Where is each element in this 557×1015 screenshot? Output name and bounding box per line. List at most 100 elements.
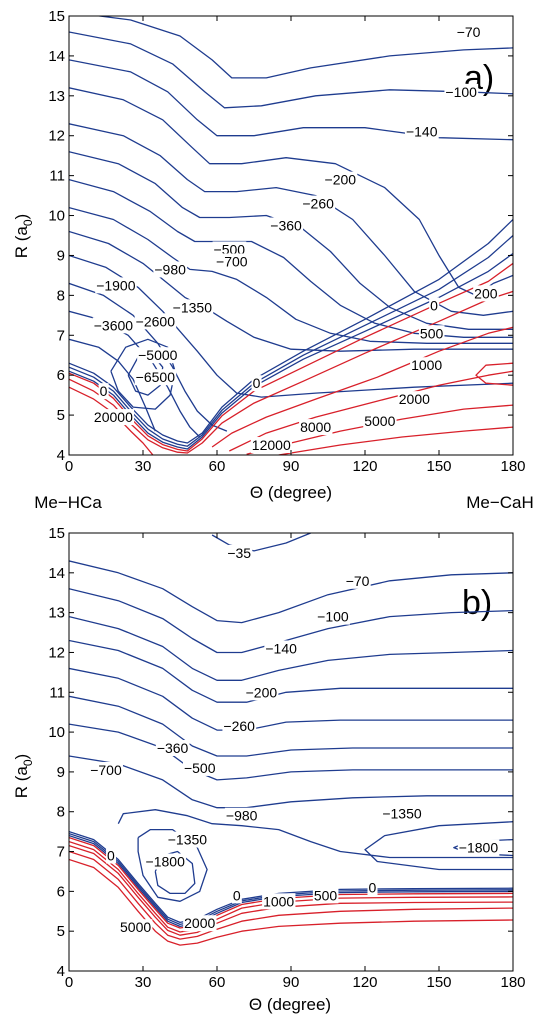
panel-b-contour-label-3: −140: [265, 640, 297, 656]
panel-a-contour-label-2: −140: [406, 124, 438, 140]
endpoint-label-right: Me−CaH: [466, 493, 534, 512]
panel-b-letter: b): [462, 584, 492, 622]
panel-a-ytick-label-6: 10: [48, 208, 65, 225]
panel-a-contour-line-2: [69, 59, 513, 141]
panel-a-contour-label-24: 8000: [300, 419, 331, 435]
panel-a-contour-line-10: [69, 282, 228, 432]
panel-a-contour-label-bg-0: [455, 23, 482, 40]
panel-a-contour-label-bg-16: [92, 409, 135, 426]
panel-b-ylabel-close: ): [12, 754, 31, 760]
panel-b-ytick-label-2: 6: [57, 883, 65, 900]
panel-b-contour-label-2: −100: [317, 609, 349, 625]
panel-a-ytick-label-8: 12: [48, 128, 65, 145]
panel-a-contour-label-22: 2000: [399, 391, 430, 407]
panel-b-ylabel-base: R (a: [12, 766, 31, 799]
panel-a-contour-label-1: −100: [445, 84, 477, 100]
panel-b-contour-label-bg-20: [119, 919, 153, 936]
panel-a-contour-label-23: 5000: [364, 413, 395, 429]
panel-a-contour-label-4: −260: [302, 196, 334, 212]
panel-a-xtick-label-2: 60: [209, 458, 226, 475]
panel-a-ylabel-base: R (a: [12, 226, 31, 259]
panel-b-contour-line-6: [69, 695, 513, 757]
panel-a-contour-label-8: −980: [154, 261, 186, 277]
endpoint-label-left: Me−HCa: [34, 493, 102, 512]
panel-a-ytick-label-11: 15: [48, 8, 65, 25]
panel-a-xtick-label-5: 150: [426, 458, 451, 475]
panel-b-contour-line-2: [69, 588, 513, 654]
panel-a-contour-label-bg-20: [418, 325, 445, 342]
panel-b-contour-label-14: 0: [107, 848, 115, 864]
panel-a-ytick-label-9: 13: [48, 88, 65, 105]
panel-b-contour-label-bg-6: [155, 740, 190, 757]
panel-a-contour-line-1: [69, 31, 513, 109]
panel-b-ytick-label-1: 5: [57, 923, 65, 940]
panel-a-contour-line-7: [69, 206, 513, 344]
panel-b-contour-label-9: −980: [226, 808, 258, 824]
panel-b-contour-label-0: −35: [227, 545, 251, 561]
panel-a-contour-label-bg-17: [251, 375, 262, 392]
panel-b-contour-label-12: −1800: [459, 840, 499, 856]
panel-b-contour-label-1: −70: [346, 573, 370, 589]
panel-b-contour-label-bg-15: [231, 887, 242, 904]
panel-b-ytick-label-10: 14: [48, 565, 65, 582]
panel-b-contour-line-9: [117, 809, 513, 859]
panel-a-plot-frame: [68, 15, 514, 456]
panel-b-contour-label-16: 1000: [263, 893, 294, 909]
panel-a-contour-label-11: −2600: [136, 313, 176, 329]
panel-b-contour-label-bg-3: [264, 640, 299, 657]
panel-a-contour-line-15: [69, 219, 513, 444]
panel-b-contour-label-bg-18: [367, 879, 378, 896]
panel-b-xtick-label-1: 30: [135, 974, 152, 991]
panel-a-ytick-label-0: 4: [57, 447, 65, 464]
panel-b-ytick-label-6: 10: [48, 724, 65, 741]
panel-a-contour-line-25: [475, 362, 513, 386]
panel-a-contour-label-bg-24: [299, 419, 333, 436]
panel-b-xtick-label-4: 120: [352, 974, 377, 991]
panel-b-contour-line-10: [137, 828, 208, 902]
panel-b-contour-line-3: [69, 615, 513, 681]
panel-b-contour-label-19: 2000: [184, 915, 215, 931]
panel-b-contour-line-0: [211, 533, 311, 552]
panel-a-contour-label-12: −3600: [94, 317, 134, 333]
panel-a-contour-label-bg-9: [171, 299, 214, 316]
panel-a-contour-label-25: 12000: [252, 437, 291, 453]
panel-b-contour-label-13: −1800: [146, 854, 186, 870]
panel-a-contour-labels: −70−100−140−200−260−360−500−700−980−1350…: [92, 23, 499, 454]
panel-b-xtick-label-5: 150: [426, 974, 451, 991]
panel-a-xtick-label-6: 180: [500, 458, 525, 475]
panel-b-contour-label-5: −260: [223, 718, 255, 734]
panel-b-contour-line-21: [69, 858, 513, 946]
panel-a-contour-label-bg-15: [98, 383, 109, 400]
panel-a-contour-label-bg-10: [95, 277, 137, 294]
panel-a-contour-label-bg-3: [323, 171, 358, 188]
panel-b-contour-label-bg-2: [316, 608, 350, 625]
panel-b-contour-label-bg-1: [344, 572, 371, 589]
panel-b-ytick-label-5: 9: [57, 764, 65, 781]
panel-a-ylabel-sub: 0: [21, 219, 35, 226]
panel-b-contour-label-4: −200: [246, 684, 278, 700]
panel-a-contour-label-bg-4: [301, 195, 336, 212]
panel-a-contour-label-bg-8: [153, 261, 188, 278]
panel-b-contour-label-20: 5000: [120, 919, 151, 935]
panel-a-contour-label-bg-1: [444, 83, 479, 100]
panel-b-contour-label-6: −360: [157, 740, 189, 756]
panel-a-contour-label-bg-23: [363, 413, 397, 430]
panel-a-contour-label-10: −1900: [96, 277, 136, 293]
panel-a-xtick-label-4: 120: [352, 458, 377, 475]
panel-b-contour-label-bg-12: [457, 839, 500, 856]
panel-b-contour-label-7: −500: [184, 760, 216, 776]
panel-a-contour-line-22: [229, 370, 513, 452]
panel-a-contour-label-bg-25: [250, 437, 292, 454]
panel-a-contour-label-16: 20000: [94, 409, 133, 425]
panel-b-contour-label-bg-17: [312, 887, 339, 904]
panel-b-contour-label-18: 0: [369, 879, 377, 895]
panel-b-contour-line-1: [69, 560, 513, 624]
panel-b-contour-label-bg-7: [182, 759, 217, 776]
panel-a-contour-label-bg-18: [429, 297, 440, 314]
panel-a-contour-line-3: [69, 87, 513, 297]
panel-b-contour-label-bg-5: [222, 718, 257, 735]
panel-b-ytick-label-9: 13: [48, 605, 65, 622]
panel-b: b) Θ (degree) R (a0) −35−70−100−140−200−…: [12, 525, 526, 1014]
panel-b-contour-label-bg-4: [244, 684, 279, 701]
panel-b-contour-label-10: −1350: [382, 806, 422, 822]
